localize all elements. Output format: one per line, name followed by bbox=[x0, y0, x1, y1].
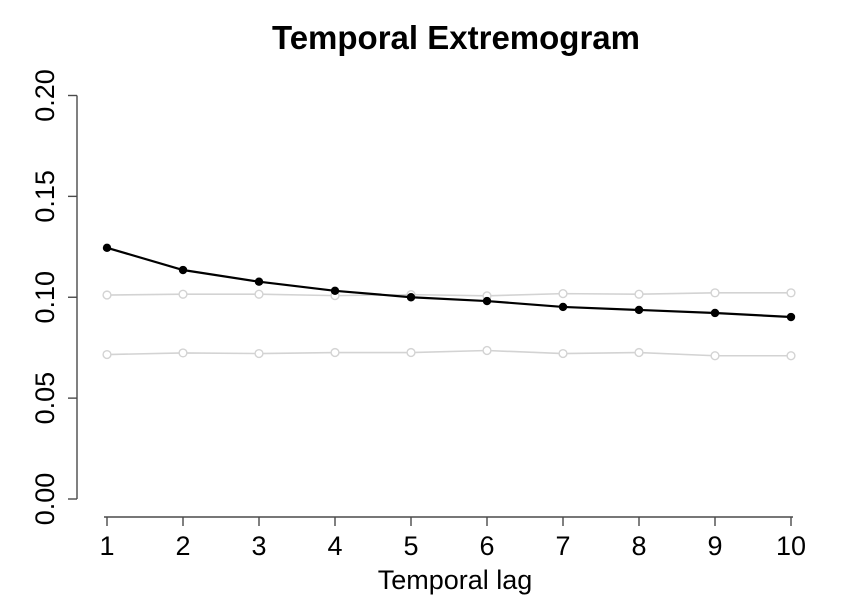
chart-title: Temporal Extremogram bbox=[272, 19, 640, 56]
y-tick-label: 0.15 bbox=[30, 170, 60, 223]
lower-confidence-band-point bbox=[178, 348, 188, 358]
lower-confidence-band-point bbox=[482, 345, 492, 356]
upper-confidence-band-point bbox=[786, 288, 796, 298]
x-tick-label: 8 bbox=[631, 531, 646, 561]
extremogram-point bbox=[786, 312, 796, 322]
extremogram-point bbox=[254, 277, 264, 286]
x-tick-label: 10 bbox=[776, 531, 806, 561]
extremogram-point bbox=[710, 308, 720, 318]
x-axis-label: Temporal lag bbox=[378, 565, 533, 595]
lower-confidence-band-point bbox=[634, 347, 644, 358]
extremogram-point bbox=[406, 293, 416, 302]
upper-confidence-band-point bbox=[710, 288, 720, 298]
extremogram-point bbox=[102, 243, 112, 253]
lower-confidence-band-point bbox=[254, 348, 264, 359]
extremogram-point bbox=[482, 296, 492, 306]
upper-confidence-band-point bbox=[634, 289, 644, 299]
x-tick-label: 6 bbox=[479, 531, 494, 561]
x-tick-label: 5 bbox=[403, 531, 418, 561]
lower-confidence-band-point bbox=[710, 351, 720, 361]
y-tick-label: 0.20 bbox=[30, 69, 60, 122]
x-tick-label: 3 bbox=[251, 531, 266, 561]
extremogram-point bbox=[558, 302, 568, 312]
x-tick-label: 2 bbox=[175, 531, 190, 561]
y-tick-label: 0.10 bbox=[30, 271, 60, 324]
series-group bbox=[102, 243, 796, 361]
lower-confidence-band-point bbox=[102, 349, 112, 360]
x-tick-label: 4 bbox=[327, 531, 342, 561]
lower-confidence-band-point bbox=[786, 351, 796, 361]
extremogram-point bbox=[634, 305, 644, 315]
y-tick-label: 0.05 bbox=[30, 372, 60, 425]
lower-confidence-band-point bbox=[558, 348, 568, 359]
lower-confidence-band-line bbox=[106, 349, 791, 357]
axes: 0.00 0.05 0.10 0.15 0.20 1 2 3 4 5 6 7 8 9 10 bbox=[30, 69, 806, 561]
x-tick-label: 1 bbox=[99, 531, 114, 561]
upper-confidence-band-line bbox=[106, 292, 791, 297]
lower-confidence-band-point bbox=[406, 347, 416, 358]
extremogram-line bbox=[106, 246, 792, 319]
x-tick-label: 9 bbox=[707, 531, 722, 561]
lower-confidence-band-point bbox=[330, 347, 340, 358]
extremogram-point bbox=[178, 265, 188, 275]
upper-confidence-band-point bbox=[558, 289, 568, 299]
upper-confidence-band-point bbox=[178, 289, 188, 299]
upper-confidence-band-point bbox=[254, 289, 264, 299]
upper-confidence-band-point bbox=[102, 290, 112, 300]
y-tick-label: 0.00 bbox=[30, 473, 60, 526]
extremogram-point bbox=[330, 286, 340, 295]
x-tick-label: 7 bbox=[555, 531, 570, 561]
